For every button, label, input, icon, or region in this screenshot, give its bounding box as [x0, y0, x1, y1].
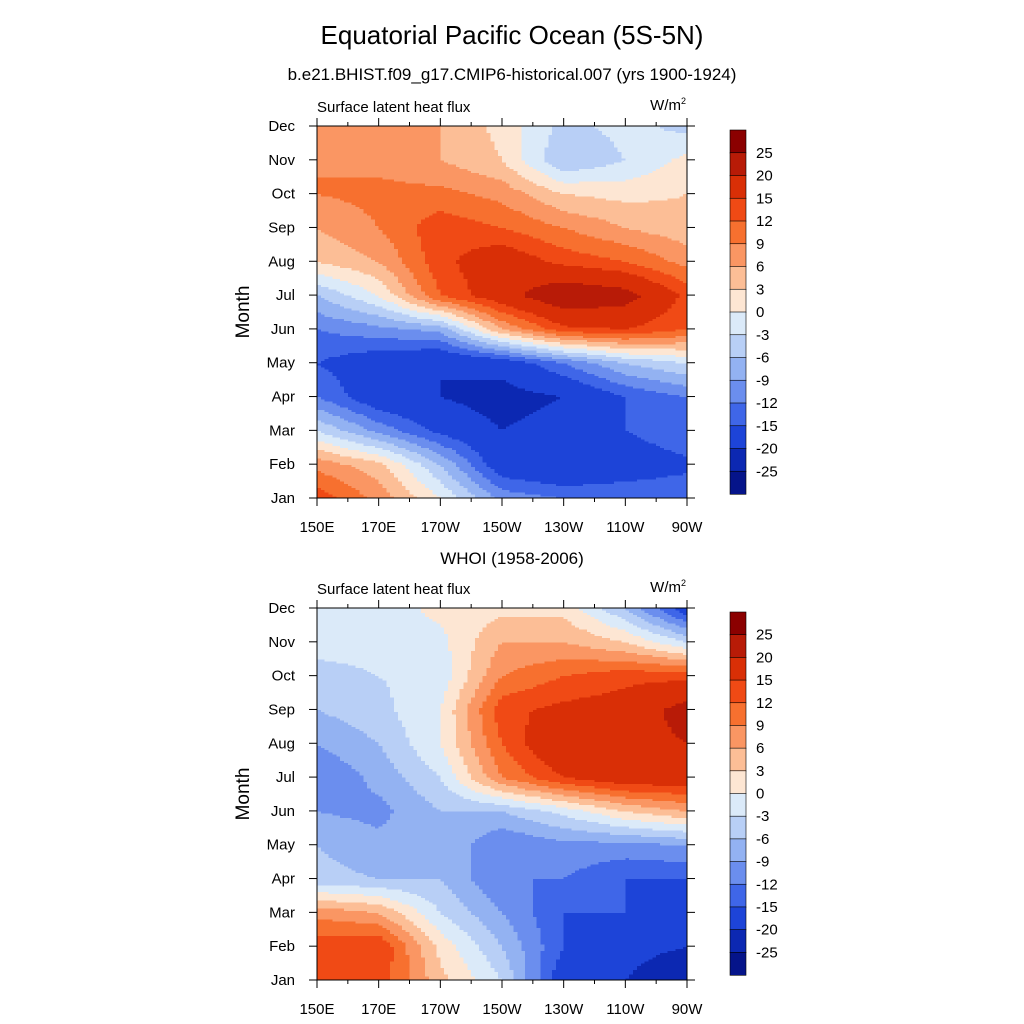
- contour-fill-1: [317, 126, 688, 499]
- heatmap-panel-1: 150E 170E 170W 150W 130W 110W 90WJanFebMarAprM…: [233, 118, 703, 536]
